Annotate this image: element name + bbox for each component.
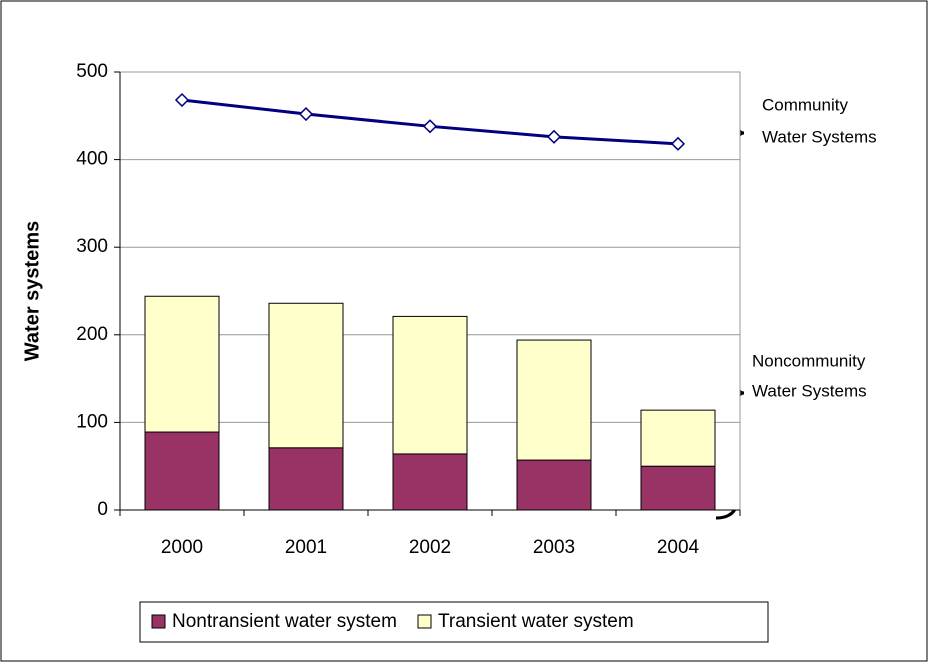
bar-segment xyxy=(516,339,592,461)
line-marker xyxy=(546,129,562,144)
line-marker xyxy=(670,136,686,151)
x-tick-label: 2001 xyxy=(285,537,327,558)
line-marker xyxy=(298,106,314,122)
x-tick-label: 2003 xyxy=(533,537,575,558)
legend-swatch xyxy=(417,614,432,629)
legend-label: Transient water system xyxy=(438,611,634,632)
bar-segment xyxy=(516,459,592,511)
x-tick-label: 2000 xyxy=(161,537,203,558)
y-tick-label: 500 xyxy=(76,61,108,82)
annotation: Community xyxy=(762,95,848,114)
annotation: Noncommunity xyxy=(752,351,866,370)
bar-segment xyxy=(144,431,220,511)
y-tick-label: 100 xyxy=(76,411,108,432)
bar-segment xyxy=(268,302,344,449)
legend xyxy=(139,601,769,643)
bar-segment xyxy=(640,465,716,511)
line-marker xyxy=(422,119,438,134)
legend-label: Nontransient water system xyxy=(172,611,397,632)
x-tick-label: 2002 xyxy=(409,537,451,558)
y-tick-label: 300 xyxy=(76,236,108,257)
line-marker xyxy=(174,92,190,108)
bar-segment xyxy=(268,447,344,511)
y-tick-label: 200 xyxy=(76,324,108,345)
bar-segment xyxy=(392,453,468,511)
annotation: Water Systems xyxy=(762,127,877,146)
legend-swatch xyxy=(151,614,166,629)
y-axis-label: Water systems xyxy=(21,221,43,361)
bar-segment xyxy=(392,315,468,455)
y-tick-label: 0 xyxy=(97,499,108,520)
y-tick-label: 400 xyxy=(76,149,108,170)
bar-segment xyxy=(144,295,220,433)
annotation: Water Systems xyxy=(752,381,867,400)
x-tick-label: 2004 xyxy=(657,537,700,558)
bar-segment xyxy=(640,409,716,467)
